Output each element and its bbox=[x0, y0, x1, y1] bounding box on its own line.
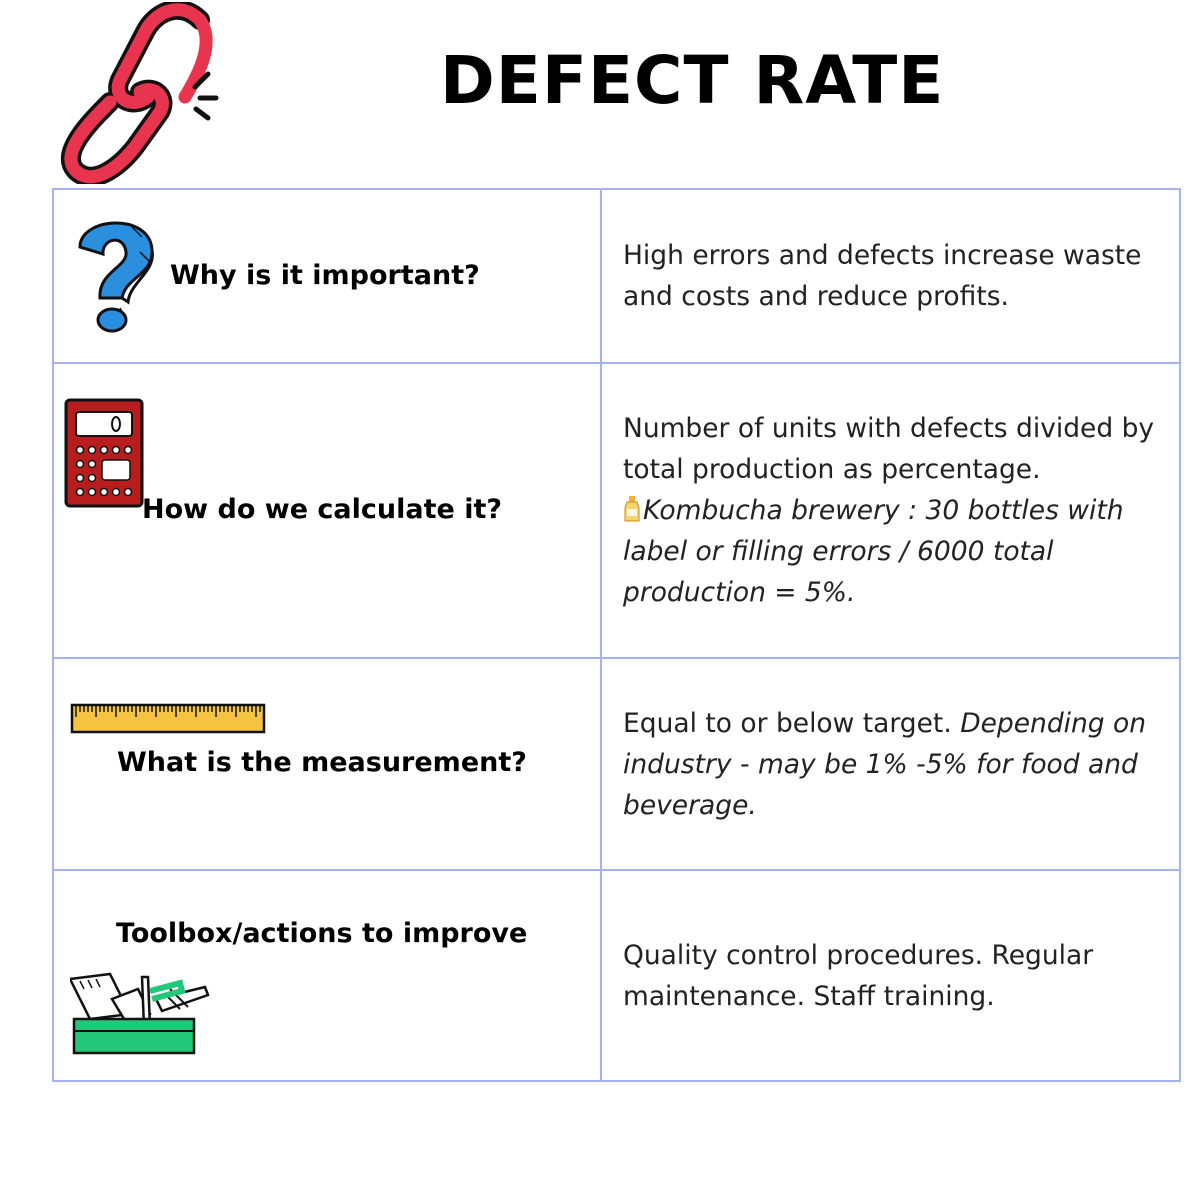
table-row: What is the measurement? Equal to or bel… bbox=[52, 657, 1181, 871]
row-label-cell: What is the measurement? bbox=[52, 657, 602, 871]
row-label-cell: Why is it important? bbox=[52, 188, 602, 364]
measurement-text: Equal to or below target. bbox=[623, 707, 952, 739]
table-row: Why is it important? High errors and def… bbox=[52, 188, 1181, 364]
row-text-cell: Quality control procedures. Regular main… bbox=[600, 869, 1181, 1082]
row-description: Number of units with defects divided by … bbox=[623, 408, 1163, 613]
broken-chain-icon bbox=[61, 2, 219, 184]
row-text-cell: Number of units with defects divided by … bbox=[600, 362, 1181, 659]
measurement-note: Depending on industry - may be 1% -5% fo… bbox=[623, 707, 1147, 821]
table-row: Toolbox/actions to improve Quality contr… bbox=[52, 869, 1181, 1082]
ruler-icon bbox=[70, 703, 266, 734]
row-label: Why is it important? bbox=[170, 260, 480, 291]
example-text: Kombucha brewery : 30 bottles with label… bbox=[623, 495, 1124, 608]
row-description: Quality control procedures. Regular main… bbox=[623, 939, 1094, 1012]
row-label: Toolbox/actions to improve bbox=[116, 918, 528, 949]
row-label-cell: Toolbox/actions to improve bbox=[52, 869, 602, 1082]
row-label: How do we calculate it? bbox=[142, 494, 503, 525]
row-text-cell: Equal to or below target. Depending on i… bbox=[600, 657, 1181, 871]
row-description: Equal to or below target. Depending on i… bbox=[623, 703, 1163, 826]
row-label: What is the measurement? bbox=[117, 747, 527, 778]
calculator-icon bbox=[64, 398, 144, 508]
toolbox-icon bbox=[70, 972, 210, 1055]
page-title: DEFECT RATE bbox=[440, 42, 945, 119]
row-description: High errors and defects increase waste a… bbox=[623, 240, 1142, 312]
kpi-table: Why is it important? High errors and def… bbox=[52, 188, 1181, 1082]
kombucha-bottle-icon bbox=[624, 496, 640, 522]
row-text-cell: High errors and defects increase waste a… bbox=[600, 188, 1181, 364]
question-mark-icon bbox=[78, 221, 154, 333]
table-row: How do we calculate it? Number of units … bbox=[52, 362, 1181, 659]
row-label-cell: How do we calculate it? bbox=[52, 362, 602, 659]
formula-text: Number of units with defects divided by … bbox=[623, 413, 1155, 485]
